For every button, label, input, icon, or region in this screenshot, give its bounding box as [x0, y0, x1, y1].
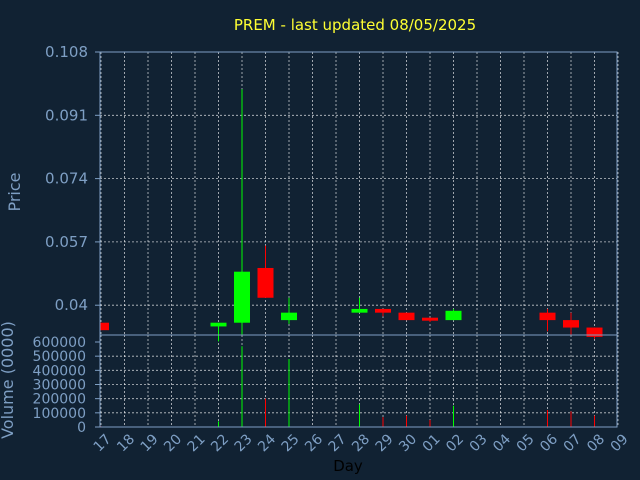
- x-tick-label: 18: [114, 431, 138, 455]
- candle-body: [281, 312, 297, 321]
- x-tick-label: 26: [302, 431, 326, 455]
- x-tick-label: 02: [443, 431, 467, 455]
- price-tick-label: 0.057: [45, 233, 88, 251]
- candle-body: [539, 312, 556, 321]
- candle-body: [351, 308, 368, 313]
- x-tick-label: 30: [396, 431, 420, 455]
- x-tick-label: 03: [467, 431, 491, 455]
- price-gridlines: [100, 51, 619, 335]
- x-tick-label: 23: [232, 431, 256, 455]
- candle-body: [563, 320, 579, 328]
- x-tick-label: 24: [255, 431, 279, 455]
- volume-tick-label: 100000: [33, 406, 86, 422]
- chart-title: PREM - last updated 08/05/2025: [234, 16, 476, 34]
- x-tick-label: 01: [420, 431, 444, 455]
- x-tick-label: 04: [490, 431, 514, 455]
- price-axis-ticks: 0.108 0.091 0.074 0.057 0.04: [45, 43, 100, 314]
- x-tick-label: 06: [537, 431, 561, 455]
- x-tick-label: 08: [584, 431, 608, 455]
- price-tick-label: 0.074: [45, 170, 88, 188]
- volume-bars: [100, 346, 595, 427]
- x-tick-label: 27: [326, 431, 350, 455]
- volume-tick-label: 500000: [33, 349, 86, 365]
- x-tick-label: 09: [608, 431, 632, 455]
- candle-body: [234, 271, 250, 323]
- x-tick-label: 19: [138, 431, 162, 455]
- x-tick-label: 21: [185, 431, 209, 455]
- x-axis-label: Day: [333, 457, 363, 475]
- x-tick-label: 07: [561, 431, 585, 455]
- x-tick-label: 20: [161, 431, 185, 455]
- x-tick-label: 17: [91, 431, 115, 455]
- x-tick-label: 05: [514, 431, 538, 455]
- candle-body: [210, 322, 227, 327]
- volume-tick-label: 200000: [33, 392, 86, 408]
- volume-tick-label: 400000: [33, 363, 86, 379]
- volume-tick-label: 0: [77, 420, 86, 436]
- x-tick-label: 25: [279, 431, 303, 455]
- price-tick-label: 0.108: [45, 43, 88, 61]
- price-axis-label: Price: [5, 172, 24, 211]
- volume-plot-frame: [99, 334, 618, 428]
- candle-body: [445, 310, 462, 321]
- volume-axis-label: Volume (0000): [0, 321, 17, 439]
- volume-tick-label: 600000: [33, 335, 86, 351]
- x-tick-label: 28: [349, 431, 373, 455]
- candle-body: [398, 312, 415, 321]
- candle-body: [375, 308, 391, 313]
- candle-body: [100, 322, 109, 331]
- price-candles: [100, 89, 603, 342]
- candle-body: [257, 267, 274, 298]
- price-plot-frame: [99, 51, 618, 336]
- candle-body: [586, 327, 603, 337]
- day-axis-ticks: 17 18 19 20 21 22 23 24 25 26 27 28 29 30 01 02 03 04 05 06…: [91, 431, 632, 455]
- volume-tick-label: 300000: [33, 378, 86, 394]
- price-tick-label: 0.091: [45, 106, 88, 124]
- price-tick-label: 0.04: [55, 296, 88, 314]
- x-tick-label: 29: [373, 431, 397, 455]
- x-tick-label: 22: [208, 431, 232, 455]
- candle-body: [422, 317, 438, 321]
